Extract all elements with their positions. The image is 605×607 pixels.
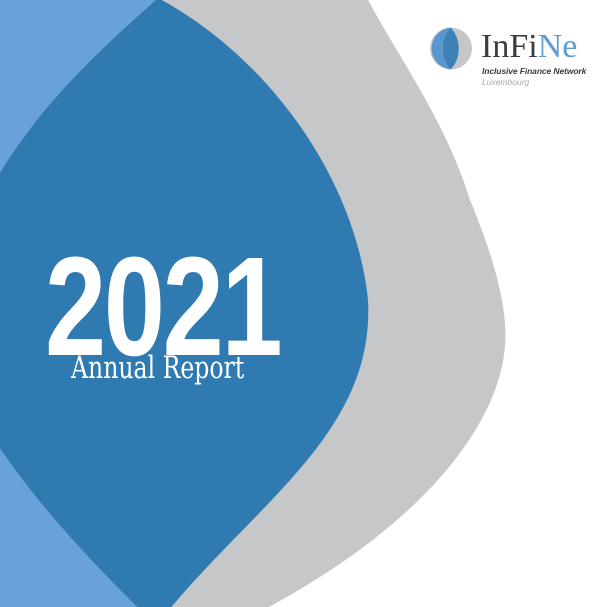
light-blue-crescent-shape [0, 0, 156, 607]
logo-wordmark: InFiNe [481, 30, 577, 64]
icon-light-half [431, 27, 451, 70]
cover-year: 2021 [45, 227, 283, 385]
logo-wordmark-primary: InFi [481, 28, 538, 65]
icon-leaf [442, 27, 459, 70]
logo-country: Luxembourg [482, 77, 530, 87]
logo-wordmark-accent: Ne [537, 28, 578, 65]
cover-title: Annual Report [71, 350, 245, 386]
dark-blue-leaf-shape [0, 0, 369, 607]
infine-droplet-icon [430, 27, 472, 70]
logo-tagline: Inclusive Finance Network [482, 66, 587, 76]
infine-logo: InFiNe Inclusive Finance Network Luxembo… [428, 26, 598, 88]
